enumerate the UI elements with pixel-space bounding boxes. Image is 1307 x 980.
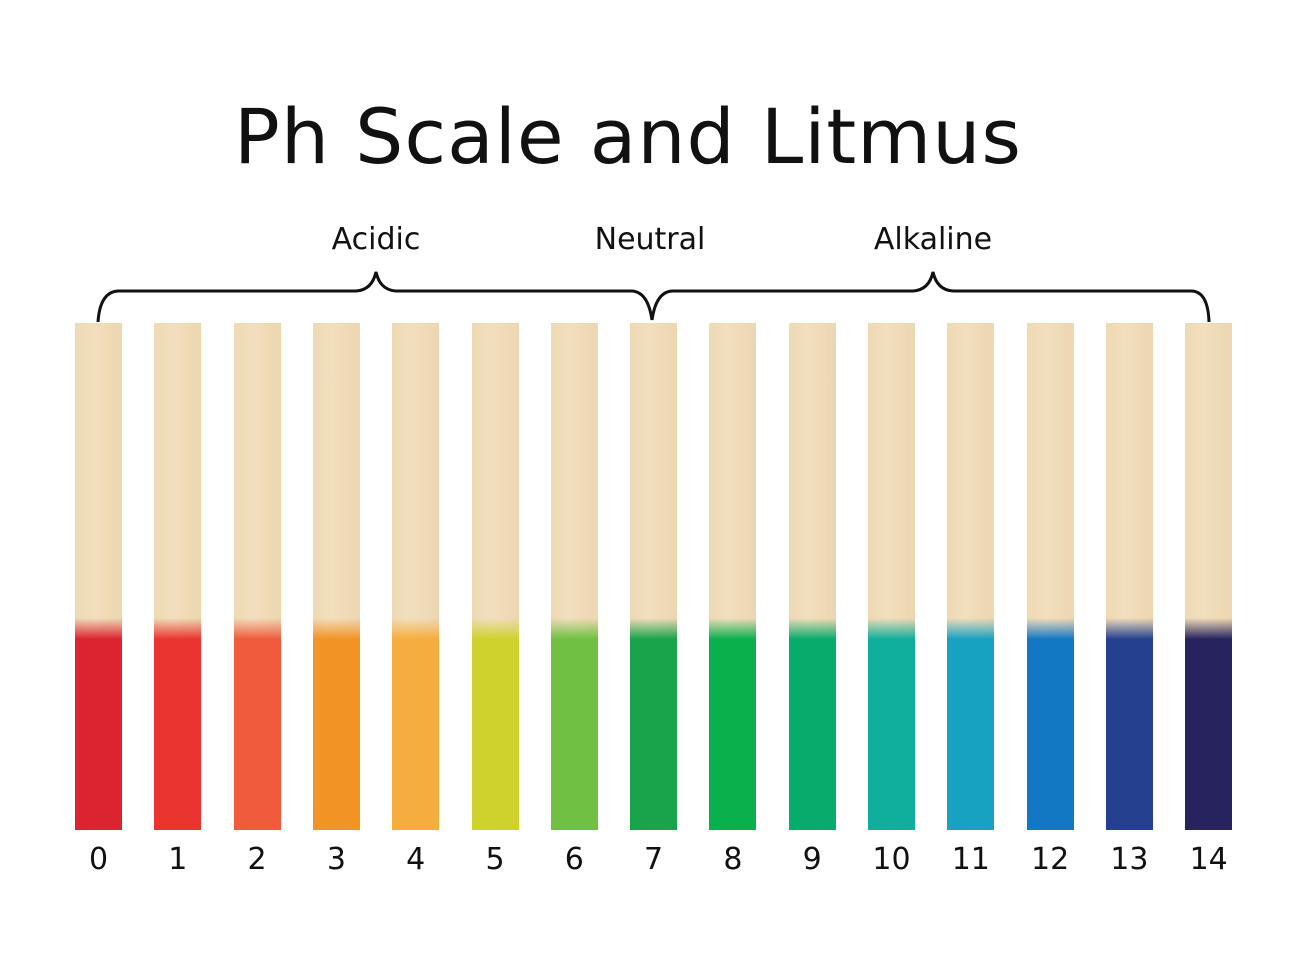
ph-value-label: 3: [326, 842, 346, 877]
acidic-brace: [96, 271, 654, 323]
litmus-strip-2: [233, 323, 281, 830]
ph-value-label: 2: [247, 842, 267, 877]
litmus-strip-14: [1185, 323, 1233, 830]
ph-value-label: 13: [1110, 842, 1149, 877]
ph-value-label: 7: [644, 842, 664, 877]
strip-color-band: [868, 618, 915, 830]
litmus-strip-1: [154, 323, 202, 830]
litmus-strip-10: [868, 323, 915, 830]
litmus-strip-11: [947, 323, 995, 830]
strip-color-band: [233, 618, 281, 830]
ph-value-label: 0: [88, 842, 109, 877]
strip-color-band: [1026, 618, 1074, 830]
ph-value-label: 8: [723, 842, 743, 877]
strip-color-band: [788, 618, 836, 830]
alkaline-label: Alkaline: [873, 222, 993, 257]
ph-value-label: 11: [951, 842, 990, 877]
litmus-strip-0: [75, 323, 122, 830]
page-title: Ph Scale and Litmus: [234, 92, 1022, 181]
strip-color-band: [1185, 618, 1233, 830]
strip-color-band: [947, 618, 995, 830]
litmus-strip-13: [1105, 323, 1153, 830]
litmus-strip-6: [550, 323, 598, 830]
litmus-strip-7: [630, 323, 678, 830]
strip-color-band: [312, 618, 360, 830]
litmus-strip-9: [788, 323, 836, 830]
strip-color-band: [392, 618, 440, 830]
strip-color-band: [75, 618, 122, 830]
strip-color-band: [154, 618, 202, 830]
litmus-strip-8: [709, 323, 757, 830]
ph-value-label: 5: [485, 842, 505, 877]
strip-color-band: [550, 618, 598, 830]
neutral-label: Neutral: [594, 222, 706, 257]
ph-value-label: 12: [1031, 842, 1070, 877]
litmus-strip-5: [471, 323, 519, 830]
strip-color-band: [471, 618, 519, 830]
ph-value-label: 14: [1189, 842, 1228, 877]
ph-value-label: 1: [168, 842, 188, 877]
ph-value-label: 6: [564, 842, 584, 877]
strip-color-band: [630, 618, 678, 830]
alkaline-brace: [650, 271, 1211, 323]
strip-color-band: [709, 618, 757, 830]
litmus-strip-4: [392, 323, 440, 830]
strip-color-band: [1105, 618, 1153, 830]
ph-value-label: 4: [406, 842, 426, 877]
litmus-strip-12: [1026, 323, 1074, 830]
ph-value-label: 9: [802, 842, 822, 877]
acidic-label: Acidic: [331, 222, 421, 257]
ph-value-label: 10: [872, 842, 911, 877]
litmus-strip-3: [312, 323, 360, 830]
